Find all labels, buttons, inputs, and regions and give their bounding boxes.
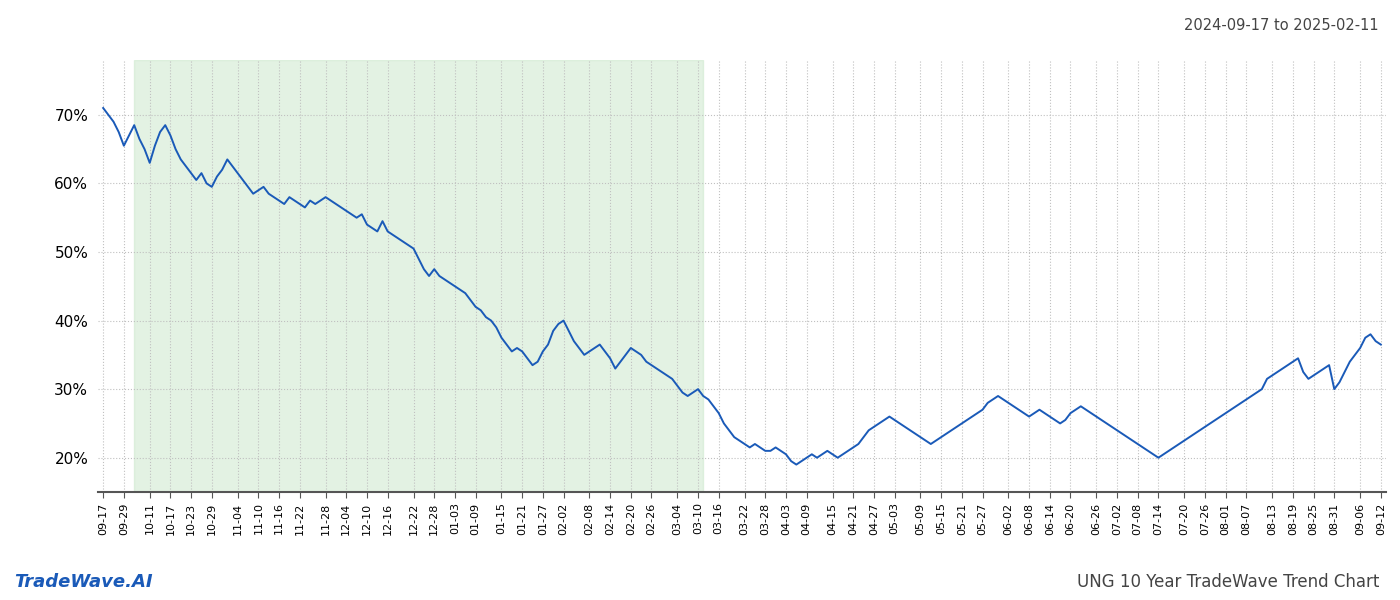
Text: 2024-09-17 to 2025-02-11: 2024-09-17 to 2025-02-11 <box>1184 18 1379 33</box>
Bar <box>134 60 703 492</box>
Text: UNG 10 Year TradeWave Trend Chart: UNG 10 Year TradeWave Trend Chart <box>1077 573 1379 591</box>
Text: TradeWave.AI: TradeWave.AI <box>14 573 153 591</box>
